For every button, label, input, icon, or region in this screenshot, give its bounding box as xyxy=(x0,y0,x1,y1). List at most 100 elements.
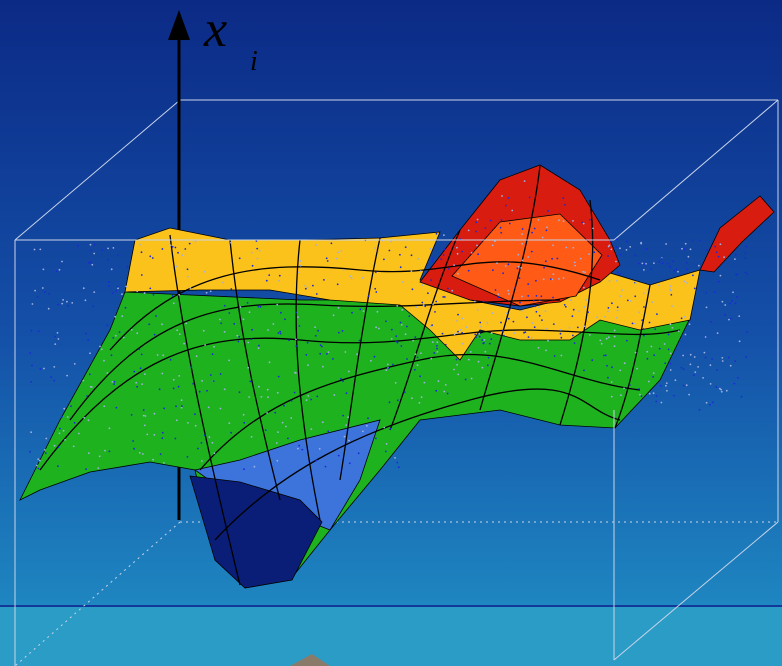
dot xyxy=(615,238,618,241)
dot xyxy=(542,278,545,281)
dot xyxy=(149,255,152,258)
dot xyxy=(66,300,68,303)
dot xyxy=(201,380,204,382)
dot xyxy=(98,455,101,458)
floor xyxy=(0,606,782,666)
dot xyxy=(238,391,241,394)
dot xyxy=(301,448,304,451)
dot xyxy=(518,277,521,279)
dot xyxy=(239,306,242,309)
dot xyxy=(538,299,541,301)
dot xyxy=(401,309,404,311)
dot xyxy=(682,368,685,371)
dot xyxy=(219,373,222,375)
dot xyxy=(546,327,548,330)
dot xyxy=(560,354,563,357)
dot xyxy=(457,224,459,227)
dot xyxy=(604,354,607,357)
dot xyxy=(520,267,522,269)
dot xyxy=(112,247,115,249)
surface-red xyxy=(699,195,775,273)
dot xyxy=(155,315,157,317)
dot xyxy=(248,396,251,398)
dot xyxy=(132,440,135,442)
dot xyxy=(195,355,198,358)
dot xyxy=(744,251,747,254)
dot xyxy=(189,287,192,289)
dot xyxy=(673,269,675,272)
dot xyxy=(519,301,521,304)
dot xyxy=(461,342,464,345)
dot xyxy=(278,274,281,277)
dot xyxy=(651,301,653,304)
dot xyxy=(288,339,290,342)
dot xyxy=(705,401,708,404)
dot xyxy=(186,268,189,271)
dot xyxy=(394,457,396,459)
dot xyxy=(494,240,496,243)
dot xyxy=(219,318,221,321)
dot xyxy=(257,305,260,308)
dot xyxy=(547,339,549,342)
dot xyxy=(432,303,434,305)
dot xyxy=(242,413,245,416)
dot xyxy=(626,339,628,342)
dot xyxy=(152,293,155,296)
dot xyxy=(61,260,63,263)
dot xyxy=(588,218,591,221)
pointer xyxy=(290,654,330,666)
dot xyxy=(699,239,701,242)
dot xyxy=(388,401,391,404)
dot xyxy=(689,248,692,251)
dot xyxy=(476,309,479,311)
dot xyxy=(621,289,623,292)
dot xyxy=(53,444,56,447)
dot xyxy=(605,337,608,340)
dot xyxy=(442,254,445,256)
dot xyxy=(133,370,136,373)
dot xyxy=(345,392,348,395)
dot xyxy=(171,245,174,248)
dot xyxy=(416,364,419,366)
axis-subscript: i xyxy=(250,46,258,77)
dot xyxy=(143,424,146,427)
dot xyxy=(505,312,508,315)
dot xyxy=(491,244,494,247)
dot xyxy=(97,467,100,469)
dot xyxy=(562,197,565,200)
dot xyxy=(501,329,504,332)
dot xyxy=(431,341,434,343)
dot xyxy=(121,293,123,296)
dot xyxy=(243,421,246,424)
dot xyxy=(118,331,121,333)
dot xyxy=(318,448,321,450)
dot xyxy=(99,345,101,348)
dot xyxy=(620,394,622,397)
dot xyxy=(734,258,736,260)
dot xyxy=(496,262,498,264)
dot xyxy=(312,284,314,287)
dot xyxy=(639,393,641,396)
dot xyxy=(421,284,424,286)
dot xyxy=(146,433,149,436)
dot xyxy=(237,292,240,294)
dot xyxy=(347,416,349,419)
dot xyxy=(59,427,61,430)
surface-orange xyxy=(451,213,603,307)
dot xyxy=(684,242,687,245)
dot xyxy=(175,265,178,268)
dot xyxy=(63,407,66,410)
dot xyxy=(238,257,241,260)
dot xyxy=(342,380,344,382)
dot xyxy=(497,293,500,296)
dot xyxy=(608,280,611,282)
dot xyxy=(100,348,103,351)
dot xyxy=(619,369,622,372)
dot xyxy=(178,333,181,335)
dot xyxy=(431,260,434,263)
dot xyxy=(220,322,223,325)
dot xyxy=(736,296,738,298)
dot xyxy=(593,251,596,254)
dot xyxy=(90,249,93,252)
dot xyxy=(725,389,728,392)
